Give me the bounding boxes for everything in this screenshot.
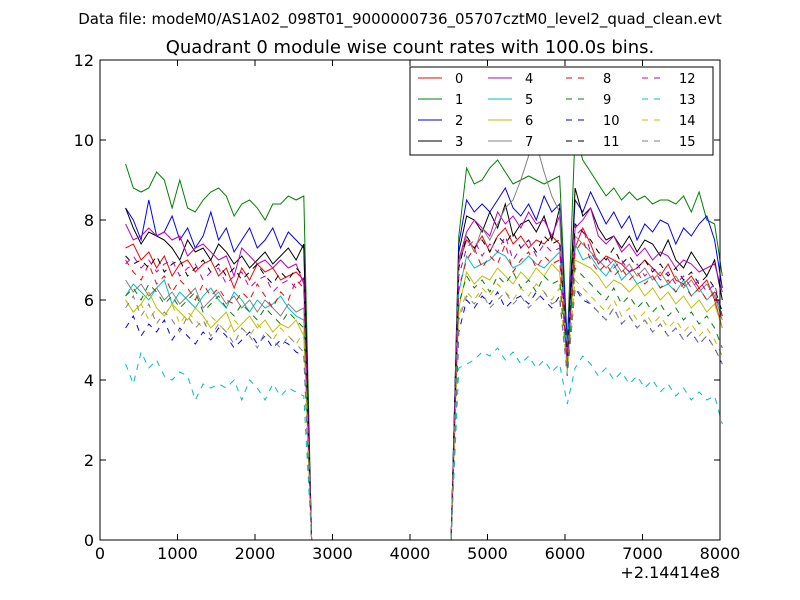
plot-frame bbox=[99, 59, 721, 541]
x-tick-label: 4000 bbox=[390, 544, 431, 563]
tick-layer: 0 1000 2000 3000 4000 5000 6000 7000 80000246810… bbox=[74, 51, 741, 563]
x-tick-label: 8000 bbox=[700, 544, 741, 563]
legend-label-6: 6 bbox=[525, 114, 533, 129]
series-line-13 bbox=[125, 347, 723, 541]
legend-label-1: 1 bbox=[455, 93, 463, 108]
x-tick-label: 7000 bbox=[622, 544, 663, 563]
y-tick-label: 0 bbox=[84, 531, 94, 550]
legend-label-11: 11 bbox=[603, 135, 620, 150]
y-tick-label: 6 bbox=[84, 291, 94, 310]
legend-label-8: 8 bbox=[603, 72, 611, 87]
x-tick-label: 5000 bbox=[467, 544, 508, 563]
y-tick-label: 12 bbox=[74, 51, 94, 70]
legend-label-2: 2 bbox=[455, 114, 463, 129]
legend-label-4: 4 bbox=[525, 72, 533, 87]
legend-label-13: 13 bbox=[679, 93, 696, 108]
legend-label-7: 7 bbox=[525, 135, 533, 150]
legend-label-15: 15 bbox=[679, 135, 696, 150]
legend-frame bbox=[409, 66, 714, 156]
legend-label-10: 10 bbox=[603, 114, 620, 129]
legend-label-3: 3 bbox=[455, 135, 463, 150]
legend-label-9: 9 bbox=[603, 93, 611, 108]
series-line-15 bbox=[125, 286, 723, 541]
chart-title: Quadrant 0 module wise count rates with … bbox=[166, 37, 655, 58]
figure-suptitle: Data file: modeM0/AS1A02_098T01_90000007… bbox=[78, 10, 722, 29]
legend-label-5: 5 bbox=[525, 93, 533, 108]
y-tick-label: 10 bbox=[74, 131, 94, 150]
y-tick-label: 4 bbox=[84, 371, 94, 390]
y-tick-label: 2 bbox=[84, 451, 94, 470]
x-tick-label: 6000 bbox=[545, 544, 586, 563]
x-tick-label: 1000 bbox=[157, 544, 198, 563]
legend-label-0: 0 bbox=[455, 72, 463, 87]
x-offset-label: +2.14414e8 bbox=[620, 563, 720, 582]
x-tick-label: 3000 bbox=[312, 544, 353, 563]
series-line-9 bbox=[125, 266, 723, 541]
x-tick-label: 0 bbox=[95, 544, 105, 563]
y-tick-label: 8 bbox=[84, 211, 94, 230]
legend-label-14: 14 bbox=[679, 114, 696, 129]
legend-label-12: 12 bbox=[679, 72, 696, 87]
x-tick-label: 2000 bbox=[235, 544, 276, 563]
